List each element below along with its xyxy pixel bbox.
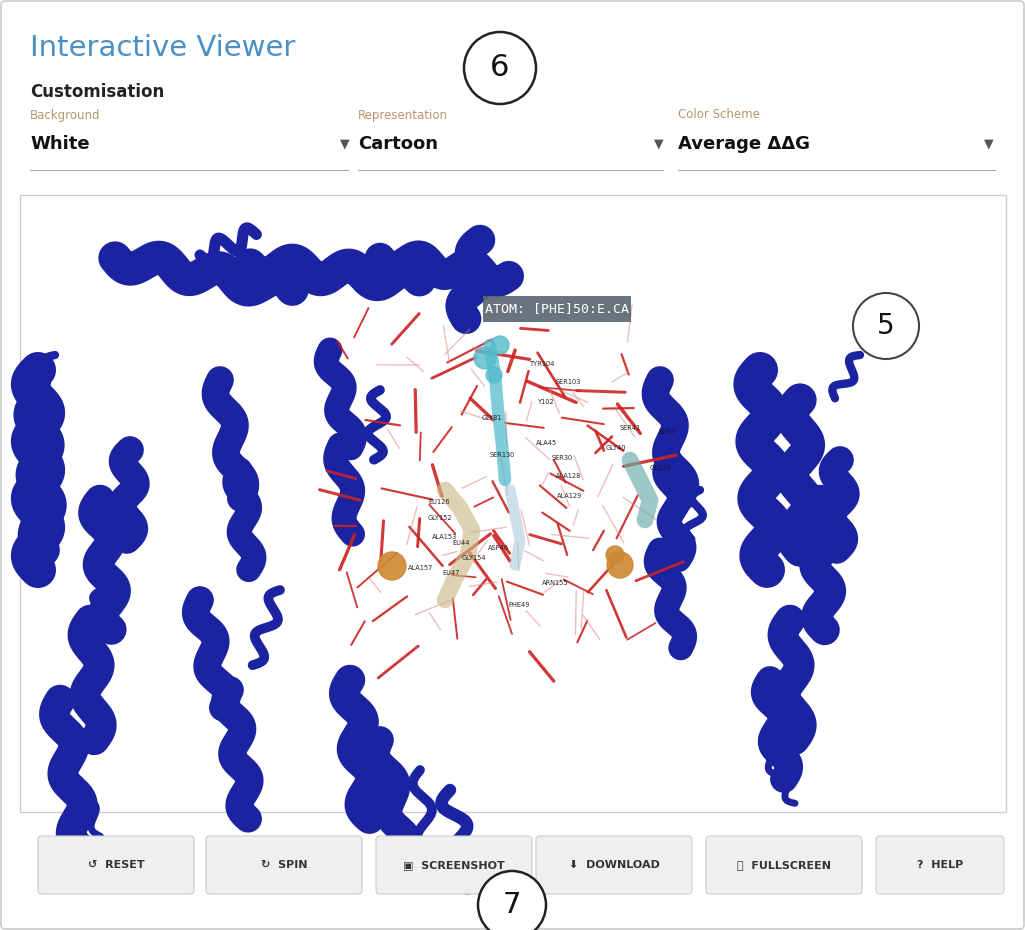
Text: ▼: ▼: [340, 138, 350, 151]
Circle shape: [491, 336, 509, 354]
Text: Representation: Representation: [358, 109, 448, 122]
Text: 5: 5: [877, 312, 895, 340]
Circle shape: [606, 546, 624, 564]
Text: EU37: EU37: [658, 429, 675, 435]
Text: SER41: SER41: [620, 425, 642, 431]
Text: Background: Background: [30, 109, 100, 122]
Text: EU47: EU47: [442, 570, 459, 576]
Text: ALA153: ALA153: [432, 534, 457, 540]
FancyBboxPatch shape: [483, 296, 631, 322]
Text: ⬜  FULLSCREEN: ⬜ FULLSCREEN: [737, 860, 831, 870]
Circle shape: [464, 32, 536, 104]
Text: Cartoon: Cartoon: [358, 135, 438, 153]
Text: White: White: [30, 135, 89, 153]
Text: Customisation: Customisation: [30, 83, 164, 101]
Text: ?  HELP: ? HELP: [917, 860, 963, 870]
Text: ↺  RESET: ↺ RESET: [88, 860, 145, 870]
Text: PHE49: PHE49: [508, 602, 529, 608]
Text: ALA45: ALA45: [536, 440, 558, 446]
Circle shape: [853, 293, 919, 359]
Text: ALA129: ALA129: [557, 493, 582, 499]
Circle shape: [486, 367, 502, 383]
Circle shape: [474, 347, 496, 369]
FancyBboxPatch shape: [876, 836, 1004, 894]
Text: ▣  SCREENSHOT: ▣ SCREENSHOT: [403, 860, 505, 870]
FancyBboxPatch shape: [706, 836, 862, 894]
Text: ASP46: ASP46: [488, 545, 509, 551]
Text: ▼: ▼: [984, 138, 993, 151]
Text: Color Scheme: Color Scheme: [678, 109, 760, 122]
FancyBboxPatch shape: [376, 836, 532, 894]
FancyBboxPatch shape: [20, 195, 1006, 812]
Circle shape: [607, 552, 633, 578]
Text: GLY40: GLY40: [606, 445, 626, 451]
Text: ALA128: ALA128: [556, 473, 581, 479]
Text: GLY152: GLY152: [428, 515, 453, 521]
Text: 6: 6: [490, 54, 509, 83]
Text: ↻  SPIN: ↻ SPIN: [260, 860, 308, 870]
Text: GLU39: GLU39: [650, 465, 671, 471]
Text: TYR104: TYR104: [530, 361, 556, 367]
FancyBboxPatch shape: [206, 836, 362, 894]
Circle shape: [378, 552, 406, 580]
Text: ATOM: [PHE]50:E.CA: ATOM: [PHE]50:E.CA: [485, 302, 629, 315]
Text: GLY81: GLY81: [482, 415, 502, 421]
Text: GLY154: GLY154: [462, 555, 487, 561]
Text: SER130: SER130: [490, 452, 516, 458]
Text: Interactive Viewer: Interactive Viewer: [30, 34, 295, 62]
Text: EU44: EU44: [452, 540, 469, 546]
FancyBboxPatch shape: [536, 836, 692, 894]
Text: SER30: SER30: [552, 455, 573, 461]
Text: SER103: SER103: [556, 379, 581, 385]
Text: Y102: Y102: [538, 399, 555, 405]
Text: Average ΔΔG: Average ΔΔG: [678, 135, 810, 153]
Text: ALA157: ALA157: [408, 565, 434, 571]
Text: ⬇  DOWNLOAD: ⬇ DOWNLOAD: [569, 860, 659, 870]
Text: 7: 7: [502, 891, 522, 919]
FancyBboxPatch shape: [38, 836, 194, 894]
Text: ARN155: ARN155: [542, 580, 569, 586]
Text: ▼: ▼: [654, 138, 663, 151]
Circle shape: [478, 871, 546, 930]
Text: EU126: EU126: [428, 499, 450, 505]
